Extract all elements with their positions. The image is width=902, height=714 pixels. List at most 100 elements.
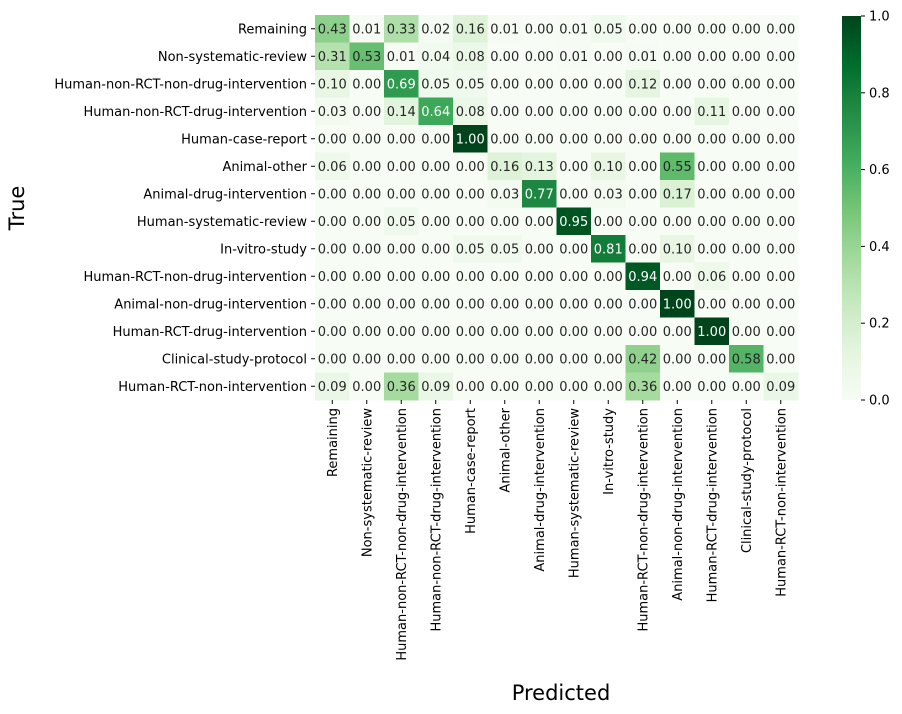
cell-value-label: 0.14: [387, 105, 416, 120]
heatmap-cell: [349, 15, 385, 43]
cell-value-label: 0.00: [697, 242, 726, 257]
heatmap-cell: [660, 290, 695, 318]
heatmap-cell: [763, 125, 799, 153]
colorbar-tick-label: 0.8: [869, 86, 890, 101]
heatmap-cell: [453, 180, 488, 208]
heatmap-cell: [522, 262, 557, 291]
heatmap-cell: [384, 345, 419, 373]
heatmap-cell: [556, 207, 592, 236]
cell-value-label: 0.00: [421, 242, 450, 257]
heatmap-cell: [729, 235, 764, 263]
cell-value-label: 0.00: [766, 325, 795, 340]
heatmap-cell: [418, 70, 454, 98]
cell-value-label: 0.00: [663, 352, 692, 367]
cell-value-label: 0.00: [559, 187, 588, 202]
cell-value-label: 0.00: [387, 325, 416, 340]
heatmap-cell: [522, 317, 557, 346]
heatmap-cell: [729, 372, 764, 401]
cell-value-label: 0.09: [318, 380, 347, 395]
heatmap-cell: [591, 345, 626, 373]
heatmap-cell: [729, 70, 764, 98]
heatmap-cell: [763, 97, 799, 126]
colorbar-tick-label: 0.6: [869, 163, 890, 178]
heatmap-cell: [453, 235, 488, 263]
cell-value-label: 0.00: [490, 325, 519, 340]
cell-value-label: 0.17: [663, 187, 692, 202]
heatmap-cell: [384, 317, 419, 346]
heatmap-cell: [694, 345, 730, 373]
x-tick-label: Human-RCT-non-intervention: [774, 408, 789, 597]
x-tick-labels: Remaining Non-systematic-review Human-non-…: [326, 400, 789, 661]
cell-value-label: 0.13: [525, 160, 554, 175]
heatmap-cell: [315, 125, 350, 153]
heatmap-cell: [556, 345, 592, 373]
cell-value-label: 0.00: [697, 50, 726, 65]
x-tick-label: Human-RCT-drug-intervention: [705, 408, 720, 602]
cell-value-label: 0.64: [421, 105, 450, 120]
heatmap-cell: [487, 70, 523, 98]
cell-value-label: 0.00: [318, 187, 347, 202]
heatmap-cell: [315, 70, 350, 98]
cell-value-label: 0.00: [525, 380, 554, 395]
y-tick-label: Non-systematic-review: [158, 50, 307, 65]
heatmap-cell: [315, 207, 350, 236]
heatmap-cell: [315, 235, 350, 263]
heatmap-cell: [384, 42, 419, 71]
cell-value-label: 0.42: [628, 352, 657, 367]
heatmap-cell: [453, 372, 488, 401]
cell-value-label: 0.00: [732, 160, 761, 175]
colorbar-tick-label: 0.0: [869, 394, 890, 409]
heatmap-cell: [763, 235, 799, 263]
heatmap-cell: [384, 207, 419, 236]
x-tick-label: Non-systematic-review: [360, 408, 375, 557]
heatmap-cell: [591, 42, 626, 71]
heatmap-cell: [729, 290, 764, 318]
cell-value-label: 0.00: [525, 242, 554, 257]
cell-value-label: 0.00: [663, 270, 692, 285]
cell-value-label: 0.00: [456, 297, 485, 312]
heatmap-cell: [418, 290, 454, 318]
heatmap-cell: [315, 372, 350, 401]
cell-value-label: 0.03: [490, 187, 519, 202]
cell-value-label: 0.00: [318, 132, 347, 147]
heatmap-cell: [591, 125, 626, 153]
heatmap-cell: [384, 97, 419, 126]
heatmap-cell: [522, 152, 557, 181]
y-tick-label: Human-case-report: [181, 132, 307, 147]
cell-value-label: 0.00: [352, 380, 381, 395]
cell-value-label: 0.10: [318, 77, 347, 92]
heatmap-cell: [591, 372, 626, 401]
cell-value-label: 0.00: [594, 270, 623, 285]
y-tick-label: Human-non-RCT-drug-intervention: [83, 105, 307, 120]
heatmap-cell: [729, 15, 764, 43]
cell-value-label: 0.00: [663, 215, 692, 230]
cell-value-label: 0.00: [421, 132, 450, 147]
heatmap-cell: [729, 262, 764, 291]
heatmap-cell: [349, 180, 385, 208]
cell-value-label: 0.00: [525, 77, 554, 92]
heatmap-cell: [418, 372, 454, 401]
heatmap-cell: [591, 262, 626, 291]
cell-value-label: 0.12: [628, 77, 657, 92]
heatmap-cell: [349, 317, 385, 346]
cell-value-label: 0.00: [525, 325, 554, 340]
heatmap-cell: [349, 70, 385, 98]
heatmap-cell: [591, 290, 626, 318]
heatmap-cell: [763, 152, 799, 181]
x-tick-label: Animal-non-drug-intervention: [671, 408, 686, 601]
heatmap-cell: [522, 207, 557, 236]
cell-value-label: 0.08: [456, 50, 485, 65]
cell-value-label: 0.00: [663, 105, 692, 120]
heatmap-cell: [487, 262, 523, 291]
heatmap-cell: [384, 70, 419, 98]
heatmap-cell: [694, 152, 730, 181]
heatmap-cell: [694, 125, 730, 153]
heatmap-cell: [763, 15, 799, 43]
heatmap-cell: [591, 317, 626, 346]
cell-value-label: 0.00: [732, 22, 761, 37]
heatmap-cell: [556, 262, 592, 291]
heatmap-cell: [487, 42, 523, 71]
heatmap-cell: [384, 372, 419, 401]
heatmap-cell: [625, 317, 661, 346]
heatmap-cell: [453, 125, 488, 153]
